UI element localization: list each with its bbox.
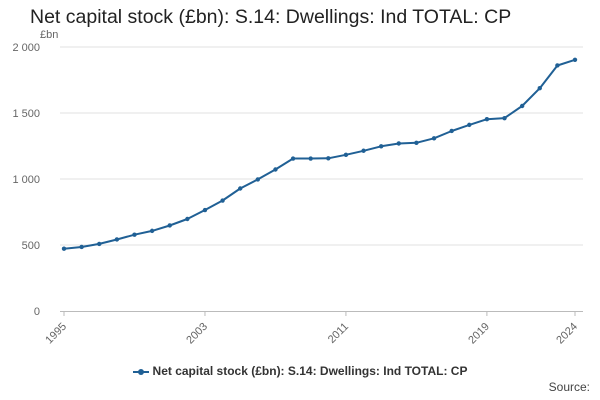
data-point bbox=[449, 128, 454, 134]
y-tick-label: 2 000 bbox=[12, 42, 40, 54]
data-point bbox=[149, 228, 155, 234]
data-point bbox=[308, 156, 313, 161]
data-point bbox=[61, 246, 67, 251]
y-tick-label: 1 000 bbox=[12, 174, 40, 186]
legend-swatch-icon bbox=[132, 367, 149, 377]
data-point bbox=[114, 237, 120, 242]
data-point bbox=[537, 85, 542, 91]
data-point bbox=[132, 232, 137, 237]
x-tick-label: 2019 bbox=[466, 321, 492, 347]
data-point bbox=[343, 152, 349, 158]
legend-label: Net capital stock (£bn): S.14: Dwellings… bbox=[152, 364, 468, 378]
series-layer bbox=[61, 57, 578, 251]
axis-labels: £bn 0 500 1 000 1 500 2 000 1995 2003 2011 2019 20… bbox=[12, 29, 580, 346]
y-tick-label: 1 500 bbox=[12, 108, 40, 120]
data-point bbox=[326, 156, 331, 161]
data-point bbox=[361, 148, 366, 153]
x-tick-label: 2011 bbox=[326, 321, 351, 346]
legend: Net capital stock (£bn): S.14: Dwellings… bbox=[0, 364, 600, 378]
data-point bbox=[202, 207, 208, 213]
data-point bbox=[378, 144, 384, 149]
x-tick-label: 2003 bbox=[184, 321, 210, 347]
data-point bbox=[220, 198, 225, 203]
data-point bbox=[519, 103, 525, 109]
data-point bbox=[555, 63, 560, 68]
data-point bbox=[79, 244, 84, 250]
data-point bbox=[396, 141, 401, 146]
data-point bbox=[484, 117, 490, 122]
data-point bbox=[431, 136, 437, 141]
data-point bbox=[572, 57, 578, 63]
data-point bbox=[238, 186, 243, 191]
source-label: Source: bbox=[548, 380, 590, 394]
series-line bbox=[63, 58, 576, 250]
data-point bbox=[502, 115, 507, 121]
y-tick-label: 0 bbox=[34, 306, 40, 318]
data-point bbox=[255, 177, 261, 182]
chart-title: Net capital stock (£bn): S.14: Dwellings… bbox=[30, 6, 512, 28]
data-point bbox=[467, 122, 472, 128]
data-point bbox=[167, 223, 172, 228]
y-axis-unit-label: £bn bbox=[40, 29, 58, 41]
gridlines bbox=[60, 46, 583, 246]
data-point bbox=[290, 156, 296, 161]
x-axis bbox=[60, 311, 583, 316]
data-point bbox=[414, 140, 419, 146]
x-tick-label: 2024 bbox=[554, 321, 580, 347]
y-tick-label: 500 bbox=[22, 240, 40, 252]
data-point bbox=[185, 216, 190, 222]
x-tick-label: 1995 bbox=[43, 321, 69, 347]
data-point bbox=[97, 241, 102, 247]
data-point bbox=[273, 167, 278, 172]
